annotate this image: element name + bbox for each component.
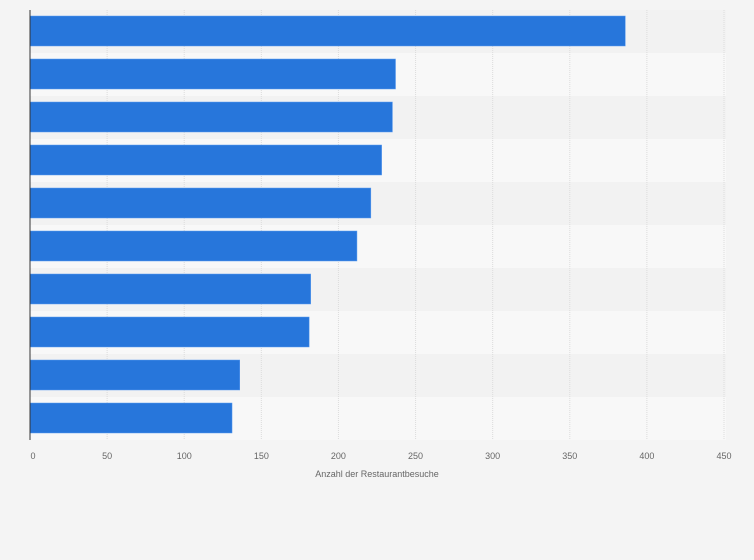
- bar[interactable]: [29, 316, 310, 348]
- x-tick-label: 0: [30, 451, 35, 461]
- bar[interactable]: [29, 230, 358, 262]
- x-tick-label: 300: [485, 451, 500, 461]
- bar[interactable]: [29, 402, 233, 434]
- bar[interactable]: [29, 15, 626, 47]
- x-tick-label: 50: [102, 451, 112, 461]
- bar[interactable]: [29, 273, 311, 305]
- x-tick-label: 450: [716, 451, 731, 461]
- bar[interactable]: [29, 144, 382, 176]
- bar[interactable]: [29, 359, 240, 391]
- bar[interactable]: [29, 101, 393, 133]
- x-tick-label: 250: [408, 451, 423, 461]
- bar[interactable]: [29, 187, 372, 219]
- bar[interactable]: [29, 58, 396, 90]
- x-axis-title: Anzahl der Restaurantbesuche: [315, 469, 439, 479]
- x-tick-label: 100: [177, 451, 192, 461]
- x-tick-label: 200: [331, 451, 346, 461]
- x-tick-label: 350: [562, 451, 577, 461]
- x-tick-label: 150: [254, 451, 269, 461]
- x-tick-label: 400: [639, 451, 654, 461]
